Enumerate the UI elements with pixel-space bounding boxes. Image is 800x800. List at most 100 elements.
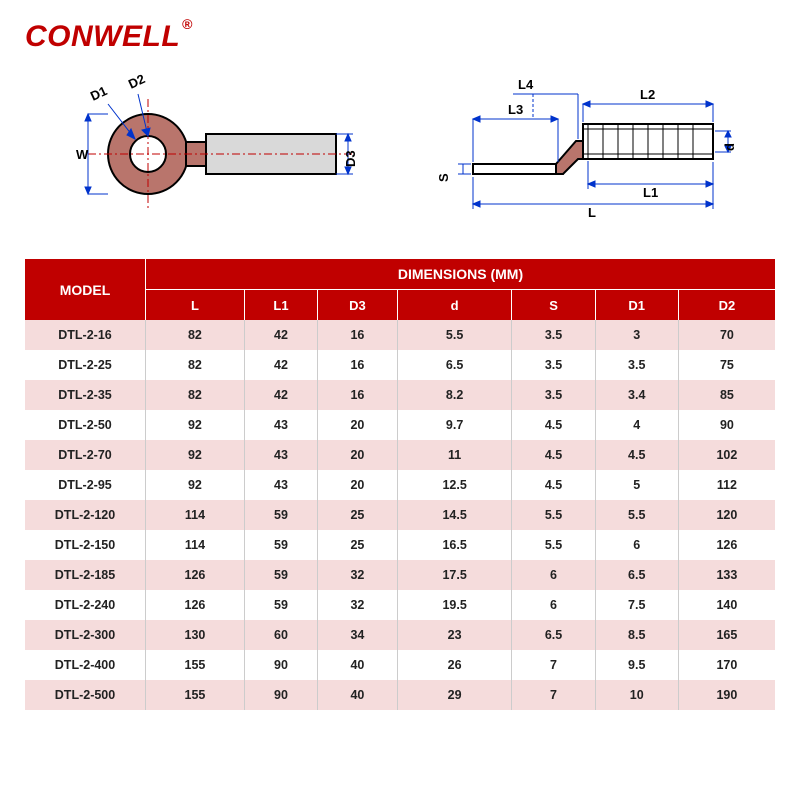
cell-value: 7 bbox=[512, 680, 595, 710]
cell-value: 6 bbox=[512, 560, 595, 590]
cell-value: 6.5 bbox=[397, 350, 512, 380]
diagram-side-view: L L1 L2 L3 L4 S d bbox=[400, 69, 775, 229]
cell-value: 5.5 bbox=[512, 530, 595, 560]
dimensions-table: MODEL DIMENSIONS (MM) LL1D3dSD1D2 DTL-2-… bbox=[25, 259, 775, 710]
cell-value: 23 bbox=[397, 620, 512, 650]
brand-mark: ® bbox=[182, 16, 193, 32]
table-row: DTL-2-40015590402679.5170 bbox=[25, 650, 775, 680]
cell-value: 16.5 bbox=[397, 530, 512, 560]
cell-value: 155 bbox=[146, 680, 245, 710]
cell-value: 4 bbox=[595, 410, 678, 440]
cell-value: 59 bbox=[244, 530, 317, 560]
cell-value: 32 bbox=[318, 560, 398, 590]
label-L3: L3 bbox=[508, 102, 523, 117]
label-S: S bbox=[436, 173, 451, 182]
cell-value: 5.5 bbox=[512, 500, 595, 530]
cell-value: 4.5 bbox=[512, 440, 595, 470]
cell-value: 26 bbox=[397, 650, 512, 680]
table-row: DTL-2-150114592516.55.56126 bbox=[25, 530, 775, 560]
cell-model: DTL-2-185 bbox=[25, 560, 146, 590]
header-col: d bbox=[397, 290, 512, 321]
header-dimensions: DIMENSIONS (MM) bbox=[146, 259, 776, 290]
label-D3: D3 bbox=[343, 150, 358, 167]
table-row: DTL-2-120114592514.55.55.5120 bbox=[25, 500, 775, 530]
cell-value: 20 bbox=[318, 470, 398, 500]
cell-value: 92 bbox=[146, 410, 245, 440]
cell-value: 120 bbox=[678, 500, 775, 530]
cell-value: 29 bbox=[397, 680, 512, 710]
cell-value: 59 bbox=[244, 560, 317, 590]
cell-value: 3.4 bbox=[595, 380, 678, 410]
cell-model: DTL-2-300 bbox=[25, 620, 146, 650]
cell-value: 90 bbox=[244, 680, 317, 710]
cell-value: 4.5 bbox=[595, 440, 678, 470]
cell-value: 10 bbox=[595, 680, 678, 710]
cell-value: 17.5 bbox=[397, 560, 512, 590]
cell-value: 5.5 bbox=[595, 500, 678, 530]
cell-value: 114 bbox=[146, 500, 245, 530]
diagram-top-view: W D1 D2 D3 bbox=[25, 69, 400, 229]
cell-model: DTL-2-16 bbox=[25, 320, 146, 350]
cell-value: 3.5 bbox=[512, 380, 595, 410]
brand-name: CONWELL bbox=[25, 20, 180, 53]
cell-value: 130 bbox=[146, 620, 245, 650]
table-row: DTL-2-240126593219.567.5140 bbox=[25, 590, 775, 620]
cell-value: 59 bbox=[244, 500, 317, 530]
cell-value: 170 bbox=[678, 650, 775, 680]
table-row: DTL-2-185126593217.566.5133 bbox=[25, 560, 775, 590]
table-row: DTL-2-358242168.23.53.485 bbox=[25, 380, 775, 410]
cell-value: 82 bbox=[146, 320, 245, 350]
cell-value: 3.5 bbox=[595, 350, 678, 380]
cell-value: 12.5 bbox=[397, 470, 512, 500]
cell-value: 9.5 bbox=[595, 650, 678, 680]
cell-value: 112 bbox=[678, 470, 775, 500]
cell-value: 6.5 bbox=[595, 560, 678, 590]
cell-value: 165 bbox=[678, 620, 775, 650]
cell-value: 3.5 bbox=[512, 350, 595, 380]
label-L4: L4 bbox=[518, 77, 534, 92]
cell-value: 82 bbox=[146, 350, 245, 380]
table-row: DTL-2-9592432012.54.55112 bbox=[25, 470, 775, 500]
cell-value: 92 bbox=[146, 470, 245, 500]
cell-value: 90 bbox=[244, 650, 317, 680]
cell-value: 43 bbox=[244, 440, 317, 470]
cell-value: 70 bbox=[678, 320, 775, 350]
cell-value: 40 bbox=[318, 680, 398, 710]
cell-value: 43 bbox=[244, 470, 317, 500]
cell-model: DTL-2-400 bbox=[25, 650, 146, 680]
cell-value: 42 bbox=[244, 380, 317, 410]
cell-model: DTL-2-150 bbox=[25, 530, 146, 560]
cell-value: 75 bbox=[678, 350, 775, 380]
cell-value: 6 bbox=[595, 530, 678, 560]
cell-model: DTL-2-70 bbox=[25, 440, 146, 470]
table-row: DTL-2-70924320114.54.5102 bbox=[25, 440, 775, 470]
cell-value: 60 bbox=[244, 620, 317, 650]
cell-model: DTL-2-240 bbox=[25, 590, 146, 620]
cell-value: 155 bbox=[146, 650, 245, 680]
cell-value: 43 bbox=[244, 410, 317, 440]
cell-value: 7 bbox=[512, 650, 595, 680]
table-row: DTL-2-509243209.74.5490 bbox=[25, 410, 775, 440]
cell-value: 42 bbox=[244, 350, 317, 380]
cell-value: 140 bbox=[678, 590, 775, 620]
cell-value: 59 bbox=[244, 590, 317, 620]
cell-value: 92 bbox=[146, 440, 245, 470]
cell-model: DTL-2-25 bbox=[25, 350, 146, 380]
cell-value: 6.5 bbox=[512, 620, 595, 650]
cell-value: 25 bbox=[318, 500, 398, 530]
cell-value: 16 bbox=[318, 320, 398, 350]
cell-value: 102 bbox=[678, 440, 775, 470]
header-col: D2 bbox=[678, 290, 775, 321]
header-model: MODEL bbox=[25, 259, 146, 320]
cell-value: 3 bbox=[595, 320, 678, 350]
label-L1: L1 bbox=[643, 185, 658, 200]
cell-value: 7.5 bbox=[595, 590, 678, 620]
header-col: D3 bbox=[318, 290, 398, 321]
cell-value: 16 bbox=[318, 350, 398, 380]
cell-value: 126 bbox=[146, 590, 245, 620]
header-col: D1 bbox=[595, 290, 678, 321]
cell-value: 85 bbox=[678, 380, 775, 410]
cell-value: 5.5 bbox=[397, 320, 512, 350]
cell-value: 9.7 bbox=[397, 410, 512, 440]
cell-model: DTL-2-95 bbox=[25, 470, 146, 500]
